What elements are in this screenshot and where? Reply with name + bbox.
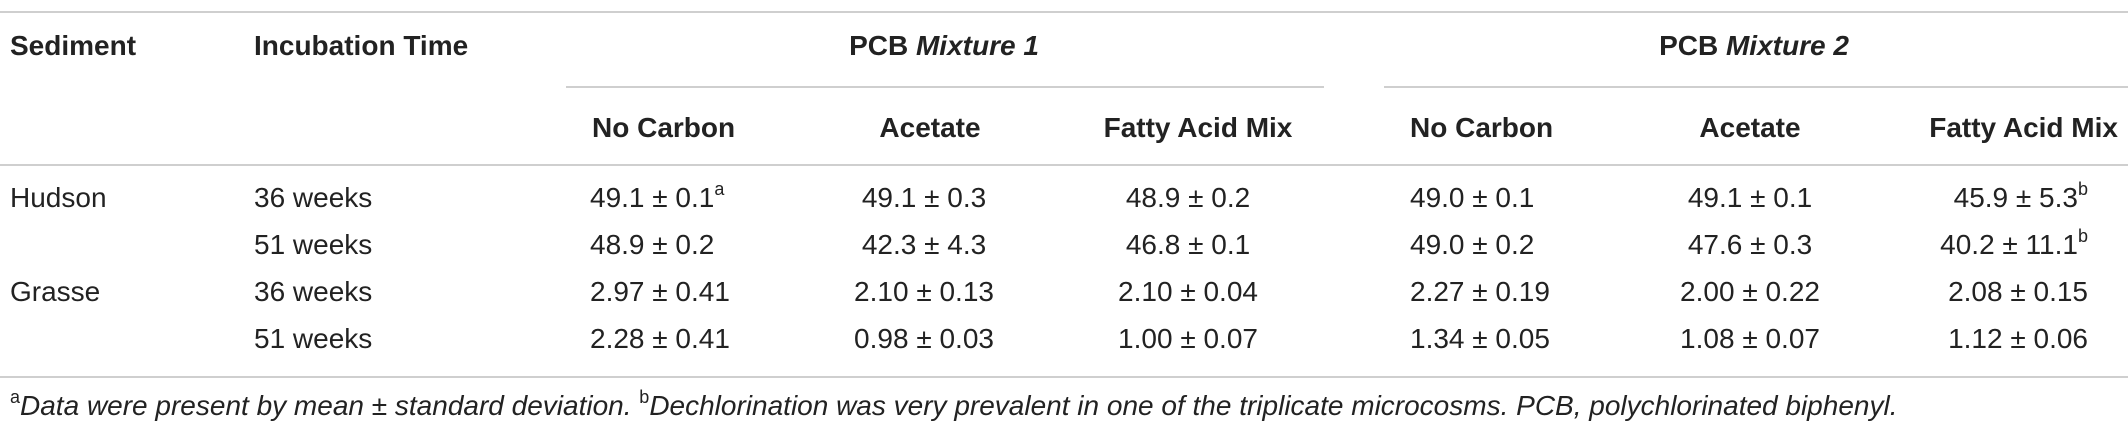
footnote-marker: b [2077,225,2088,246]
cell-value: 42.3 ± 4.3 [861,229,987,260]
cell-value: 1.08 ± 0.07 [1680,323,1820,354]
subheader-acetate: Acetate [1699,112,1801,143]
cell-value: 49.0 ± 0.1 [1410,182,1535,213]
cell-value: 47.6 ± 0.3 [1687,229,1813,260]
table-top-rule [0,11,2128,13]
cell-value: 2.00 ± 0.22 [1680,276,1820,307]
cell-value: 49.1 ± 0.1 [1687,182,1813,213]
group1-name: Mixture 1 [915,30,1039,61]
cell-value: 40.2 ± 11.1b [1940,225,2088,261]
table-footnote: aData were present by mean ± standard de… [10,386,1898,422]
value-text: 49.1 ± 0.1 [590,182,715,213]
cell-value: 49.0 ± 0.2 [1410,229,1535,260]
cell-sediment: Hudson [10,182,107,213]
group2-underline [1384,86,2128,88]
cell-incubation-time: 51 weeks [254,323,373,354]
group1-prefix: PCB [849,30,916,61]
footnote-b-text: Dechlorination was very prevalent in one… [649,390,1898,421]
footnote-marker: b [2077,178,2088,199]
header-pcb-mixture-2: PCB Mixture 2 [1659,30,1849,62]
cell-value: 2.08 ± 0.15 [1948,276,2088,307]
cell-incubation-time: 36 weeks [254,182,373,213]
footnote-marker-a: a [10,386,21,407]
cell-value: 49.1 ± 0.3 [861,182,987,213]
cell-value: 2.10 ± 0.13 [854,276,994,307]
header-bottom-rule [0,164,2128,166]
cell-value: 2.27 ± 0.19 [1410,276,1550,307]
cell-value: 1.34 ± 0.05 [1410,323,1550,354]
header-incubation-time: Incubation Time [254,30,469,61]
value-text: 40.2 ± 11.1 [1940,229,2078,260]
cell-sediment: Grasse [10,276,101,307]
cell-value: 48.9 ± 0.2 [590,229,715,260]
subheader-no-carbon: No Carbon [592,112,736,143]
subheader-acetate: Acetate [879,112,981,143]
cell-value: 0.98 ± 0.03 [854,323,994,354]
header-pcb-mixture-1: PCB Mixture 1 [849,30,1039,62]
group2-name: Mixture 2 [1725,30,1849,61]
cell-value: 1.12 ± 0.06 [1948,323,2088,354]
value-text: 45.9 ± 5.3 [1953,182,2078,213]
cell-value: 46.8 ± 0.1 [1125,229,1251,260]
cell-incubation-time: 51 weeks [254,229,373,260]
subheader-fatty-acid-mix: Fatty Acid Mix [1929,112,2118,143]
cell-value: 1.00 ± 0.07 [1118,323,1258,354]
cell-value: 48.9 ± 0.2 [1125,182,1251,213]
group2-prefix: PCB [1659,30,1726,61]
footnote-a-text: Data were present by mean ± standard dev… [20,390,640,421]
subheader-fatty-acid-mix: Fatty Acid Mix [1103,112,1293,143]
footnote-marker: a [714,178,725,199]
cell-value: 49.1 ± 0.1a [590,178,725,214]
cell-value: 2.97 ± 0.41 [590,276,730,307]
cell-value: 2.10 ± 0.04 [1118,276,1258,307]
footnote-marker-b: b [639,386,650,407]
group1-underline [566,86,1324,88]
cell-value: 45.9 ± 5.3b [1953,178,2088,214]
subheader-no-carbon: No Carbon [1410,112,1554,143]
table-bottom-rule [0,376,2128,378]
cell-incubation-time: 36 weeks [254,276,373,307]
header-sediment: Sediment [10,30,137,61]
cell-value: 2.28 ± 0.41 [590,323,730,354]
